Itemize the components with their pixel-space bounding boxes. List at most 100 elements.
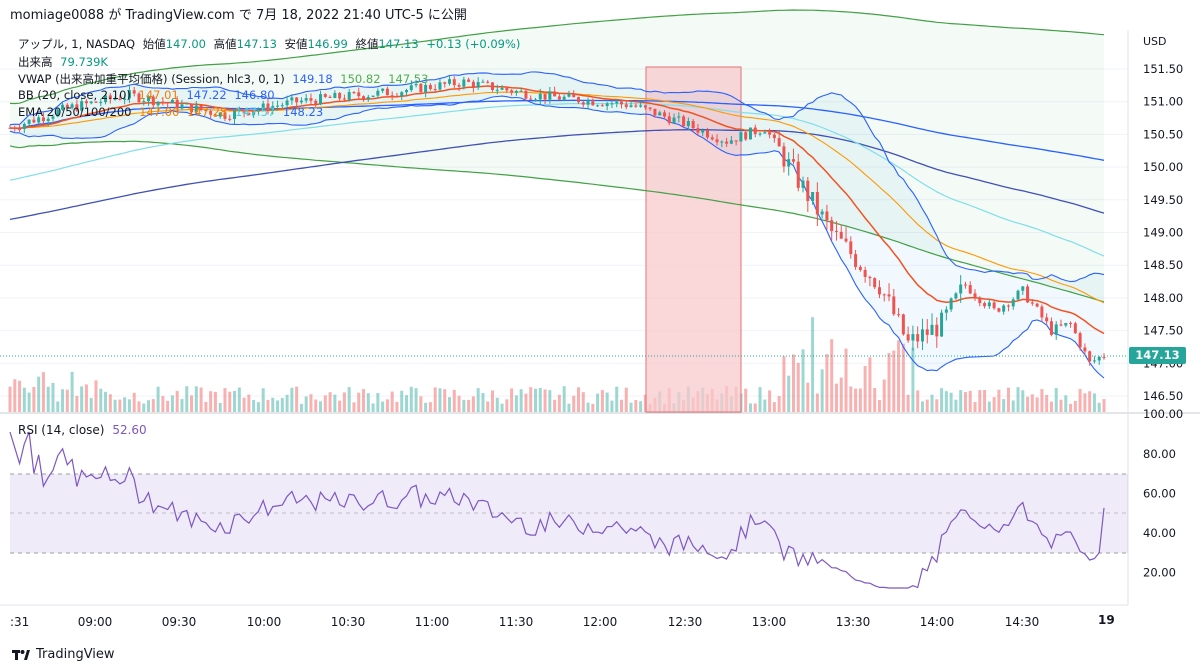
- candle-body: [605, 103, 609, 107]
- candle-body: [505, 87, 509, 91]
- candle-body: [18, 128, 22, 130]
- legend-vwap-v1: 149.18: [292, 72, 333, 86]
- volume-bar: [1045, 394, 1049, 412]
- candle-body: [390, 95, 394, 97]
- volume-bar: [1083, 393, 1087, 412]
- rsi-tick-label: 60.00: [1143, 486, 1176, 500]
- bb-fill: [10, 71, 1104, 379]
- candle-body: [452, 79, 456, 86]
- candle-body: [467, 79, 471, 82]
- price-tick-label: 149.00: [1143, 226, 1183, 240]
- volume-bar: [1049, 401, 1053, 412]
- candle-body: [705, 130, 709, 138]
- tradingview-logo-icon[interactable]: [12, 649, 30, 661]
- volume-bar: [314, 399, 318, 412]
- volume-bar: [983, 390, 987, 412]
- candle-body: [1035, 303, 1039, 307]
- volume-bar: [968, 390, 972, 412]
- candle-body: [261, 103, 265, 110]
- candle-body: [514, 90, 518, 93]
- candle-body: [323, 94, 327, 97]
- volume-bar: [782, 356, 786, 412]
- volume-bar: [132, 392, 136, 412]
- volume-bar: [916, 390, 920, 412]
- rsi-band: [10, 474, 1128, 553]
- candle-body: [132, 90, 136, 94]
- candle-body: [175, 99, 179, 109]
- volume-bar: [796, 362, 800, 412]
- volume-bar: [519, 389, 523, 412]
- volume-bar: [151, 399, 155, 412]
- volume-bar: [414, 388, 418, 412]
- candle-body: [519, 90, 523, 92]
- volume-bar: [581, 392, 585, 412]
- rsi-axis-ticks[interactable]: 80.00 60.00 40.00 20.00: [1143, 447, 1176, 580]
- volume-bar: [801, 349, 805, 412]
- vwap-band-fill: [10, 10, 1104, 302]
- rsi-value: 52.60: [112, 423, 147, 437]
- candle-body: [362, 96, 366, 100]
- candle-body: [944, 309, 948, 313]
- legend-bb-v3: 146.80: [234, 88, 275, 102]
- volume-bar: [897, 340, 901, 412]
- volume-bar: [586, 402, 590, 412]
- candle-body: [395, 95, 399, 97]
- vwap-lower-line: [9, 140, 1105, 303]
- candle-body: [471, 81, 475, 88]
- footer: TradingView: [12, 647, 115, 662]
- candle-body: [825, 211, 829, 221]
- legend-ema-v3: 147.57: [234, 105, 276, 119]
- volume-bar: [514, 395, 518, 412]
- candle-body: [170, 99, 174, 104]
- time-tick-label: 10:30: [331, 615, 366, 629]
- candle-body: [70, 104, 74, 108]
- candle-body: [242, 109, 246, 113]
- candle-body: [634, 105, 638, 107]
- volume-bar: [448, 397, 452, 412]
- price-tick-label: 148.00: [1143, 291, 1183, 305]
- volume-bar: [510, 388, 514, 412]
- volume-bar: [199, 387, 203, 412]
- volume-bar: [170, 395, 174, 412]
- candle-body: [309, 98, 313, 101]
- candle-body: [61, 104, 65, 110]
- volume-bar: [8, 386, 12, 412]
- volume-bar: [887, 353, 891, 412]
- volume-bar: [639, 401, 643, 412]
- legend-open-label: 始値: [142, 37, 166, 51]
- volume-bar: [1021, 390, 1025, 412]
- candle-body: [811, 192, 815, 202]
- candle-body: [314, 100, 318, 105]
- candle-body: [204, 109, 208, 111]
- candle-body: [190, 103, 194, 113]
- candle-body: [744, 132, 748, 140]
- candle-body: [992, 302, 996, 309]
- legend-high-label: 高値: [213, 37, 237, 51]
- volume-bar: [1026, 396, 1030, 412]
- volume-bar: [1097, 402, 1101, 412]
- candle-body: [768, 132, 772, 135]
- vwap-fill: [10, 10, 1104, 302]
- price-tick-label: 148.50: [1143, 258, 1183, 272]
- price-axis-ticks[interactable]: 151.50 151.00 150.50 150.00 149.50 149.00 148.…: [1143, 62, 1183, 421]
- volume-bar: [137, 401, 141, 412]
- candle-body: [758, 133, 762, 135]
- volume-bar: [920, 401, 924, 412]
- candle-body: [495, 89, 499, 91]
- time-tick-label: 09:00: [78, 615, 113, 629]
- candle-body: [796, 161, 800, 188]
- volume-bar: [256, 402, 260, 412]
- volume-bar: [839, 377, 843, 412]
- candle-body: [629, 105, 633, 108]
- volume-bar: [123, 397, 127, 412]
- candle-body: [591, 100, 595, 106]
- volume-bar: [266, 399, 270, 412]
- footer-brand[interactable]: TradingView: [36, 647, 115, 662]
- time-axis-ticks[interactable]: :31 09:00 09:30 10:00 10:30 11:00 11:30 12:00 12…: [10, 615, 1039, 629]
- candle-body: [347, 92, 351, 100]
- legend-bb-v1: 147.01: [138, 88, 179, 102]
- candle-body: [1083, 347, 1087, 352]
- candle-body: [266, 103, 270, 111]
- candle-body: [37, 117, 41, 123]
